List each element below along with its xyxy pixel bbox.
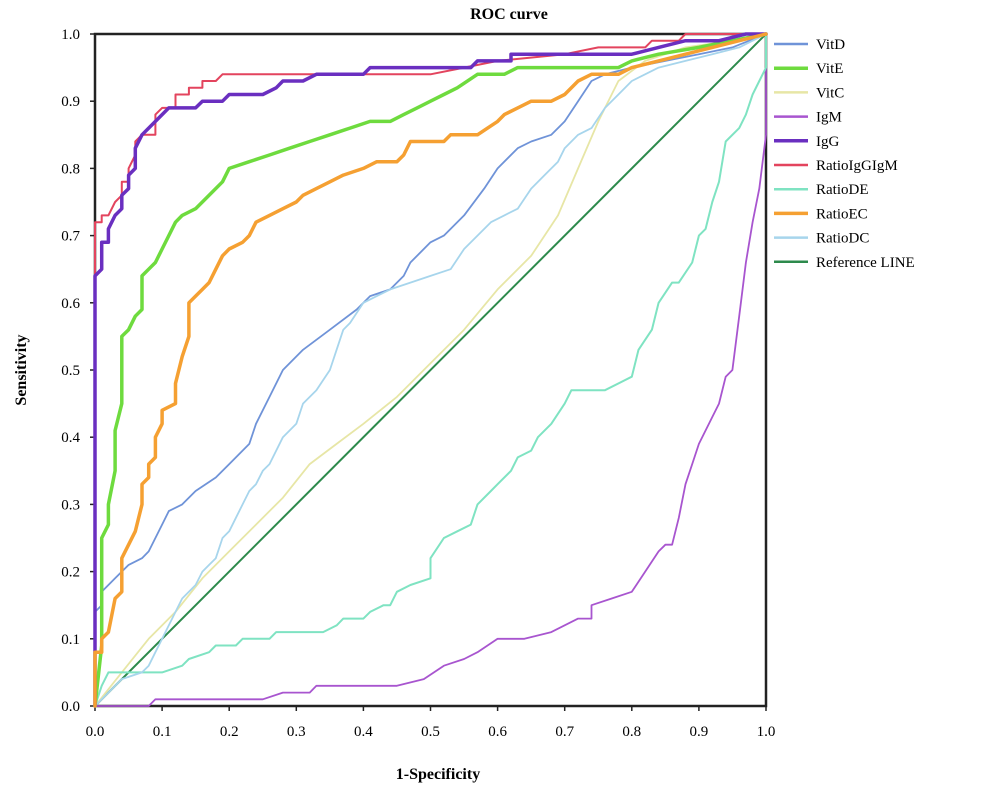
y-tick-label: 1.0 — [61, 27, 80, 43]
axis-ticks: 0.0 0.1 0.2 0.3 0.4 0.5 0.6 0.7 0.8 0.9 1.0 0.0 0.1 0… — [61, 27, 775, 740]
y-tick-label: 0.2 — [61, 565, 80, 581]
x-tick-label: 0.2 — [220, 724, 239, 740]
series-line-igm — [94, 33, 767, 707]
y-tick-label: 0.4 — [61, 430, 80, 446]
legend-label-vitc: VitC — [816, 85, 844, 101]
legend-label-ratioec: RatioEC — [816, 206, 868, 222]
y-axis-label: Sensitivity — [13, 334, 30, 405]
series-line-ratiodc — [94, 33, 767, 707]
legend-label-vite: VitE — [816, 61, 843, 77]
legend-label-igg: IgG — [816, 134, 839, 150]
series-line-igg — [93, 32, 768, 708]
legend-label-igm: IgM — [816, 110, 842, 126]
y-tick-label: 0.5 — [61, 363, 80, 379]
y-tick-label: 0.1 — [61, 632, 80, 648]
series-line-ratioec — [93, 32, 768, 708]
y-tick-label: 0.3 — [61, 497, 80, 513]
x-tick-label: 0.7 — [555, 724, 574, 740]
x-tick-label: 0.4 — [354, 724, 373, 740]
x-tick-label: 0.3 — [287, 724, 306, 740]
y-tick-label: 0.9 — [61, 94, 80, 110]
y-tick-label: 0.0 — [61, 699, 80, 715]
legend-label-vitd: VitD — [816, 37, 845, 53]
x-tick-label: 0.8 — [622, 724, 641, 740]
x-tick-label: 0.1 — [153, 724, 172, 740]
legend-label-ratiode: RatioDE — [816, 182, 869, 198]
series-line-vitd — [94, 33, 767, 707]
x-tick-label: 1.0 — [757, 724, 776, 740]
y-tick-label: 0.6 — [61, 296, 80, 312]
x-axis-label: 1-Specificity — [396, 766, 480, 783]
legend-label-ratioiggigm: RatioIgGIgM — [816, 158, 898, 174]
series-line-vitc — [94, 33, 767, 707]
series-layer — [93, 32, 768, 708]
legend-label-ratiodc: RatioDC — [816, 231, 869, 247]
legend: VitD VitE VitC IgM IgG RatioIgGIgM RatioDE Rati… — [774, 37, 915, 271]
x-tick-label: 0.9 — [690, 724, 709, 740]
x-tick-label: 0.0 — [86, 724, 105, 740]
series-line-reference-line — [94, 33, 767, 707]
series-line-ratioiggigm — [94, 33, 767, 707]
y-tick-label: 0.7 — [61, 229, 80, 245]
x-tick-label: 0.6 — [488, 724, 507, 740]
y-tick-label: 0.8 — [61, 161, 80, 177]
legend-label-reference-line: Reference LINE — [816, 255, 915, 271]
series-line-vite — [93, 32, 768, 708]
chart-title: ROC curve — [470, 6, 548, 23]
x-tick-label: 0.5 — [421, 724, 440, 740]
series-line-ratiode — [94, 33, 767, 707]
